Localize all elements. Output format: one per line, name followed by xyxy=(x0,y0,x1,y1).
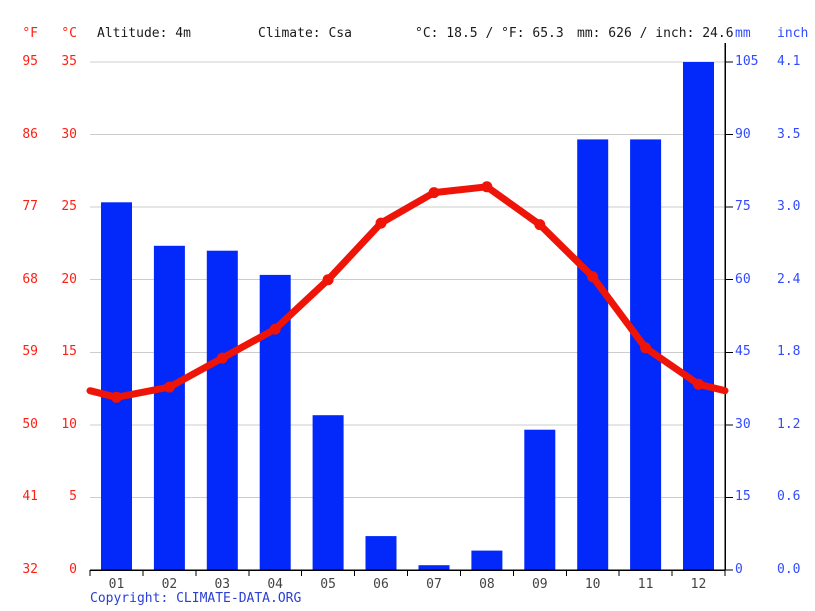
temperature-point xyxy=(269,323,281,335)
inch-tick-label: 4.1 xyxy=(777,54,801,69)
month-label: 03 xyxy=(214,577,231,592)
mm-tick-label: 15 xyxy=(735,489,751,505)
precipitation-bar xyxy=(312,415,344,570)
celsius-tick-label: 20 xyxy=(61,271,77,287)
copyright-label: Copyright: xyxy=(90,591,177,606)
fahrenheit-tick-label: 86 xyxy=(22,126,38,142)
precipitation-bar xyxy=(206,250,238,570)
fahrenheit-tick-label: 50 xyxy=(22,416,38,432)
temperature-point xyxy=(375,217,387,229)
mean-temperature-label: °C: 18.5 / °F: 65.3 xyxy=(415,26,564,41)
month-label: 11 xyxy=(637,577,654,592)
precipitation-bar xyxy=(418,565,450,570)
temperature-point xyxy=(640,342,652,354)
temperature-point xyxy=(322,274,334,286)
inch-tick-label: 1.2 xyxy=(777,416,801,432)
inch-tick-label: 3.0 xyxy=(777,199,801,215)
celsius-tick-label: 35 xyxy=(61,54,77,69)
celsius-tick-label: 10 xyxy=(61,416,77,432)
precipitation-bar xyxy=(683,62,714,570)
mm-tick-label: 0 xyxy=(735,562,743,577)
temperature-line xyxy=(86,183,729,401)
fahrenheit-axis-title: °F xyxy=(22,26,38,41)
mm-tick-label: 75 xyxy=(735,199,751,215)
month-label: 08 xyxy=(479,577,495,592)
fahrenheit-tick-label: 41 xyxy=(22,489,38,505)
mm-axis-title: mm xyxy=(735,26,751,41)
mm-tick-label: 90 xyxy=(735,126,751,142)
inch-tick-label: 2.4 xyxy=(777,271,801,287)
precipitation-bar xyxy=(524,429,556,570)
month-label: 05 xyxy=(320,577,336,592)
celsius-axis-title: °C xyxy=(61,26,77,41)
mm-tick-label: 60 xyxy=(735,271,751,287)
temperature-point xyxy=(587,271,599,283)
precipitation-bar xyxy=(471,550,503,570)
month-label: 10 xyxy=(584,577,601,592)
month-label: 01 xyxy=(108,577,125,592)
climate-classification-label: Climate: Csa xyxy=(258,26,352,41)
temperature-point xyxy=(481,181,493,193)
month-label: 02 xyxy=(161,577,178,592)
celsius-tick-label: 25 xyxy=(61,199,77,215)
fahrenheit-tick-label: 68 xyxy=(22,271,38,287)
precipitation-bar xyxy=(365,536,397,570)
inch-tick-label: 0.0 xyxy=(777,562,801,577)
precipitation-bar xyxy=(101,202,132,571)
temperature-point xyxy=(111,391,122,403)
temperature-point xyxy=(163,381,175,393)
celsius-tick-label: 15 xyxy=(61,344,77,360)
temperature-point xyxy=(693,378,704,390)
climate-data-link[interactable]: CLIMATE-DATA.ORG xyxy=(176,591,302,606)
month-label: 09 xyxy=(531,577,548,592)
celsius-tick-label: 30 xyxy=(61,126,77,142)
annual-precipitation-label: mm: 626 / inch: 24.6 xyxy=(577,26,734,41)
month-label: 12 xyxy=(690,577,707,592)
fahrenheit-tick-label: 32 xyxy=(22,562,38,577)
fahrenheit-tick-label: 59 xyxy=(22,344,38,360)
fahrenheit-tick-label: 95 xyxy=(22,54,38,69)
mm-tick-label: 45 xyxy=(735,344,751,360)
altitude-label: Altitude: 4m xyxy=(97,26,191,41)
mm-tick-label: 30 xyxy=(735,416,751,432)
precipitation-bar xyxy=(153,245,185,571)
month-label: 06 xyxy=(373,577,389,592)
precipitation-bar xyxy=(577,139,609,570)
inch-tick-label: 3.5 xyxy=(777,126,801,142)
inch-tick-label: 0.6 xyxy=(777,489,801,505)
month-label: 04 xyxy=(267,577,284,592)
temperature-point xyxy=(428,187,440,199)
celsius-tick-label: 0 xyxy=(69,562,77,577)
temperature-point xyxy=(216,352,228,364)
inch-tick-label: 1.8 xyxy=(777,344,801,360)
inch-axis-title: inch xyxy=(777,26,809,41)
copyright: Copyright: CLIMATE-DATA.ORG xyxy=(90,591,301,607)
celsius-tick-label: 5 xyxy=(69,489,77,505)
fahrenheit-tick-label: 77 xyxy=(22,199,38,215)
temperature-point xyxy=(534,219,546,231)
month-label: 07 xyxy=(426,577,442,592)
mm-tick-label: 105 xyxy=(735,54,759,69)
